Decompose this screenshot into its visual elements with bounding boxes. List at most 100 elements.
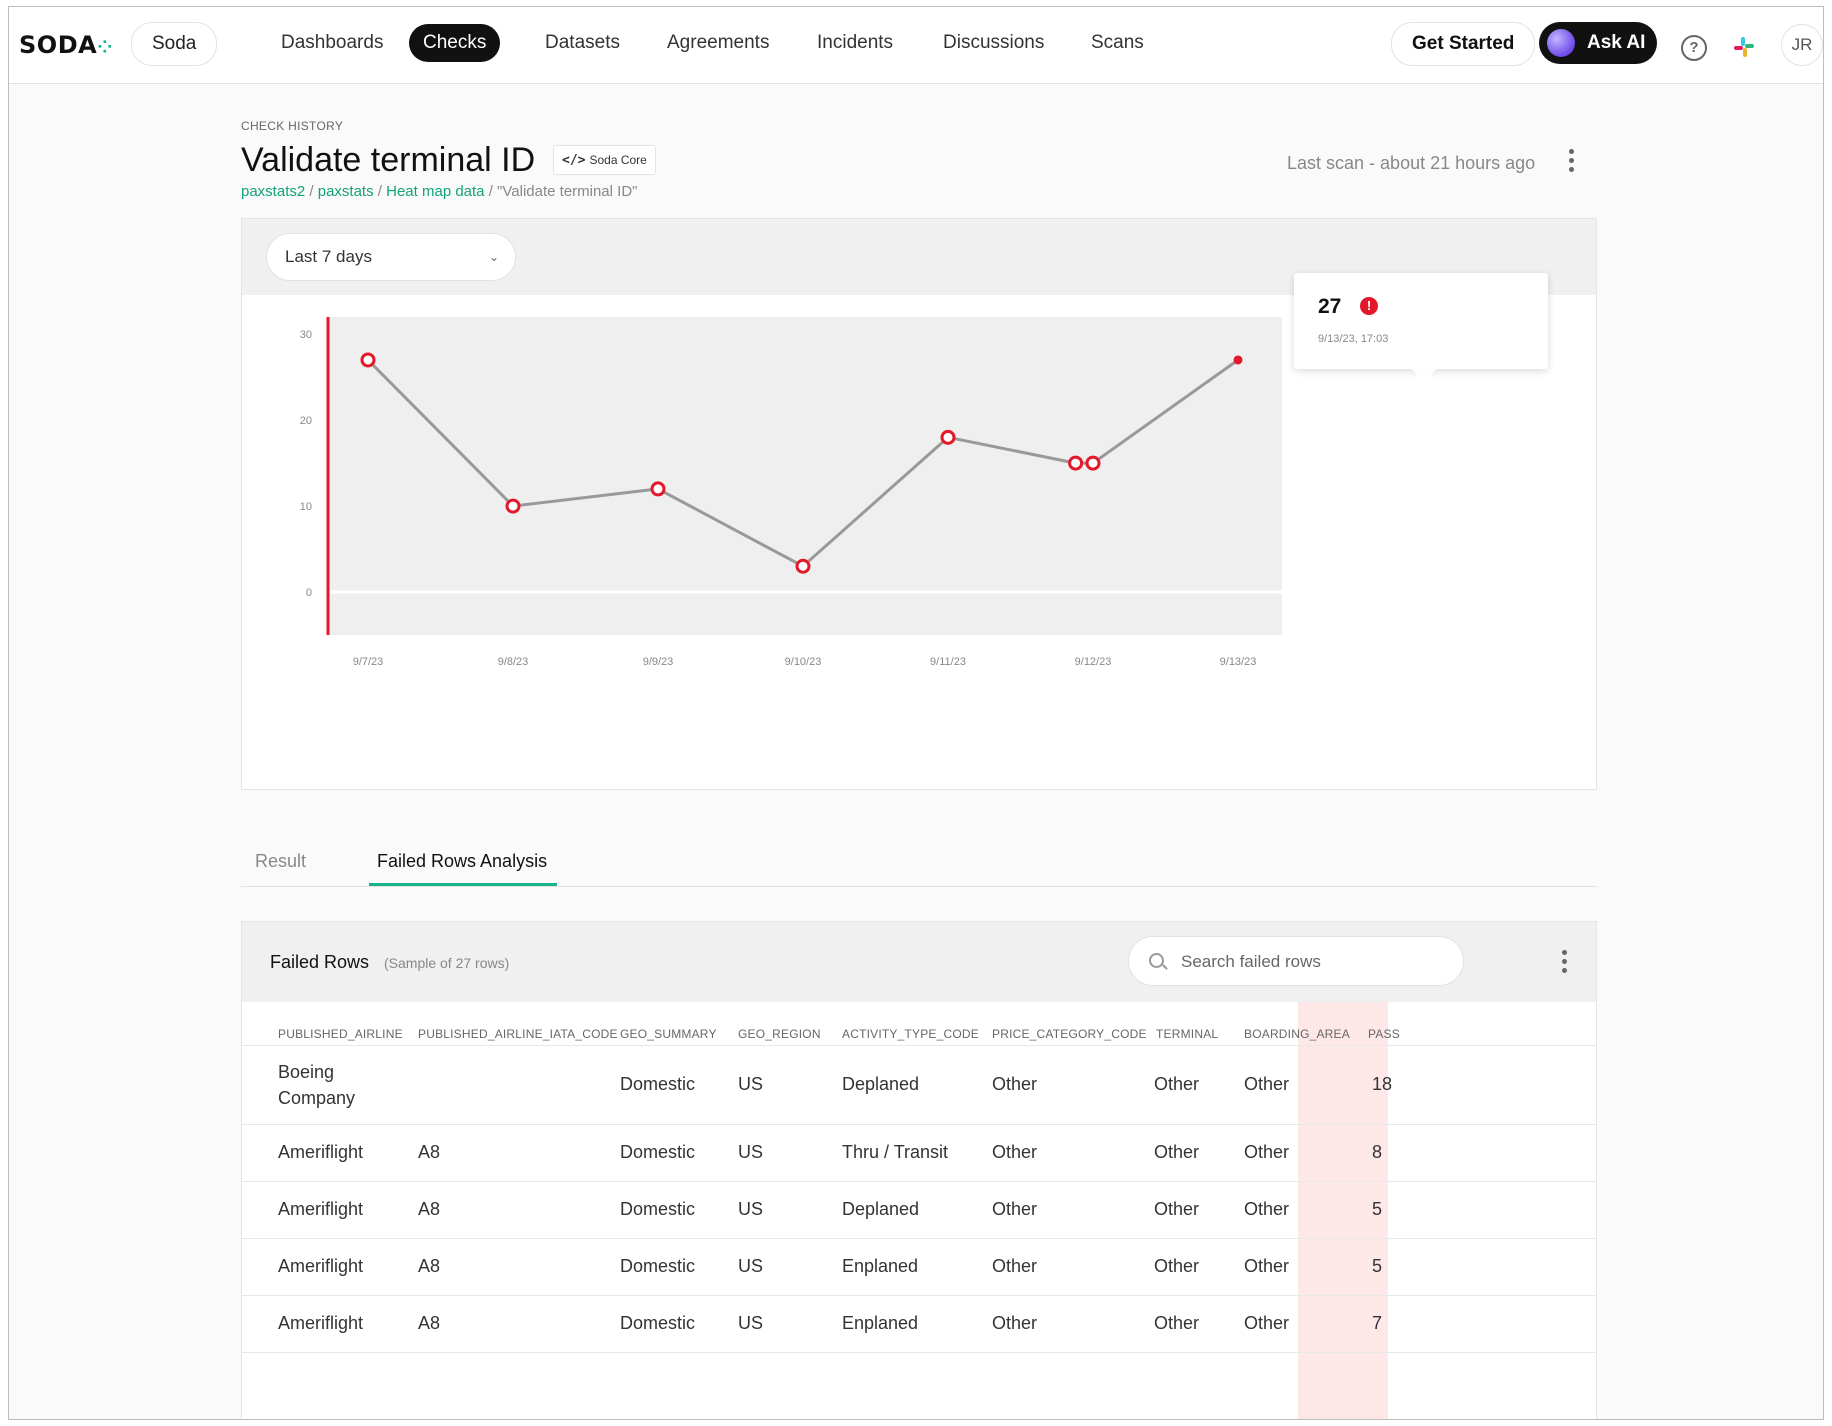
failed-rows-menu-icon[interactable] xyxy=(1562,950,1568,976)
alert-icon: ! xyxy=(1360,297,1378,315)
column-header-geo-summary[interactable]: GEO_SUMMARY xyxy=(620,1027,717,1041)
row-divider xyxy=(242,1352,1596,1353)
page-menu-icon[interactable] xyxy=(1569,149,1575,175)
data-point[interactable] xyxy=(360,352,376,368)
table-cell-geo-region: US xyxy=(738,1141,764,1162)
get-started-button[interactable]: Get Started xyxy=(1391,22,1536,66)
column-header-price-category[interactable]: PRICE_CATEGORY_CODE xyxy=(992,1027,1147,1041)
date-range-select[interactable]: Last 7 days ⌄ xyxy=(266,233,516,281)
x-tick-label: 9/13/23 xyxy=(1220,656,1257,668)
failed-rows-title: Failed Rows xyxy=(270,952,370,972)
search-input[interactable]: Search failed rows xyxy=(1181,952,1321,971)
table-cell-activity-type: Enplaned xyxy=(842,1312,919,1333)
user-avatar[interactable]: JR xyxy=(1781,24,1823,66)
table-cell-boarding-area: Other xyxy=(1244,1074,1290,1094)
data-point[interactable] xyxy=(1233,355,1243,365)
table-cell-price-category: Other xyxy=(992,1198,1038,1219)
row-divider xyxy=(242,1181,1596,1182)
table-cell-passenger-count: 5 xyxy=(1372,1255,1383,1276)
table-cell-geo-region: US xyxy=(738,1198,764,1219)
table-cell-boarding-area: Other xyxy=(1244,1141,1290,1162)
table-cell-geo-region: US xyxy=(738,1255,764,1276)
table-cell-passenger-count: 8 xyxy=(1372,1141,1383,1162)
column-header-boarding-area[interactable]: BOARDING_AREA xyxy=(1244,1027,1350,1041)
y-tick-label: 0 xyxy=(306,587,312,599)
nav-discussions[interactable]: Discussions xyxy=(943,32,1045,53)
nav-incidents[interactable]: Incidents xyxy=(817,32,894,53)
data-point[interactable] xyxy=(1068,455,1084,471)
nav-dashboards[interactable]: Dashboards xyxy=(281,32,384,53)
table-cell-terminal: Other xyxy=(1154,1255,1200,1276)
table-cell-published-airline: Ameriflight xyxy=(278,1141,364,1162)
breadcrumb-dataset[interactable]: Heat map data xyxy=(386,183,485,200)
slack-icon[interactable] xyxy=(1733,36,1755,58)
breadcrumb: paxstats2 / paxstats / Heat map data / "… xyxy=(241,183,638,200)
help-icon[interactable]: ? xyxy=(1681,35,1707,61)
table-cell-price-category: Other xyxy=(992,1255,1038,1276)
row-divider xyxy=(242,1238,1596,1239)
column-header-activity-type[interactable]: ACTIVITY_TYPE_CODE xyxy=(842,1027,979,1041)
plot-area xyxy=(328,317,1282,635)
y-tick-label: 10 xyxy=(300,501,312,513)
table-cell-geo-summary: Domestic xyxy=(620,1255,696,1276)
check-history-chart: 0 10 20 30 9/7/23 9/8/23 9/9/23 9/10/23 9/11/23… xyxy=(300,317,1282,668)
header-divider xyxy=(242,1045,1596,1046)
data-point[interactable] xyxy=(940,429,956,445)
top-nav: SODA⁘ Soda Dashboards Checks Datasets Ag… xyxy=(9,7,1823,84)
x-tick-label: 9/8/23 xyxy=(498,656,529,668)
breadcrumb-datasource[interactable]: paxstats2 xyxy=(241,183,306,200)
table-cell-geo-summary: Domestic xyxy=(620,1141,696,1162)
column-header-published-airline[interactable]: PUBLISHED_AIRLINE xyxy=(278,1027,403,1041)
table-cell-passenger-count: 7 xyxy=(1372,1312,1383,1333)
data-point[interactable] xyxy=(795,558,811,574)
tooltip-time: 9/13/23, 17:03 xyxy=(1318,333,1389,345)
x-tick-label: 9/7/23 xyxy=(353,656,384,668)
table-cell-price-category: Other xyxy=(992,1074,1038,1094)
org-switcher[interactable]: Soda xyxy=(131,22,218,66)
tooltip-value: 27 xyxy=(1318,295,1342,318)
table-cell-price-category: Other xyxy=(992,1141,1038,1162)
tab-divider xyxy=(241,886,1597,887)
ai-orb-icon xyxy=(1547,29,1575,57)
column-header-iata-code[interactable]: PUBLISHED_AIRLINE_IATA_CODE xyxy=(418,1027,618,1041)
table-cell-terminal: Other xyxy=(1154,1198,1200,1219)
table-cell-price-category: Other xyxy=(992,1312,1038,1333)
table-cell-published-airline: Ameriflight xyxy=(278,1198,364,1219)
last-scan-text: Last scan - about 21 hours ago xyxy=(1287,153,1536,173)
data-point[interactable] xyxy=(650,481,666,497)
table-cell-published-airline: Ameriflight xyxy=(278,1255,364,1276)
table-cell-passenger-count: 5 xyxy=(1372,1198,1383,1219)
nav-scans[interactable]: Scans xyxy=(1091,32,1144,53)
table-cell-geo-region: US xyxy=(738,1312,764,1333)
table-cell-published-airline: Boeing Company xyxy=(278,1062,356,1108)
column-header-terminal[interactable]: TERMINAL xyxy=(1156,1027,1219,1041)
breadcrumb-schema[interactable]: paxstats xyxy=(317,183,374,200)
table-cell-iata-code: A8 xyxy=(418,1255,441,1276)
logo-dots-icon: ⁘ xyxy=(97,37,113,58)
failed-rows-search[interactable]: Search failed rows xyxy=(1128,936,1464,986)
tab-failed-rows-analysis[interactable]: Failed Rows Analysis xyxy=(377,851,548,871)
app-window: SODA⁘ Soda Dashboards Checks Datasets Ag… xyxy=(8,6,1824,1420)
table-cell-activity-type: Deplaned xyxy=(842,1074,920,1094)
nav-datasets[interactable]: Datasets xyxy=(545,32,620,53)
nav-checks[interactable]: Checks xyxy=(409,24,501,62)
table-cell-iata-code: A8 xyxy=(418,1141,441,1162)
chart-tooltip: 27 ! 9/13/23, 17:03 xyxy=(1294,273,1548,381)
tab-result[interactable]: Result xyxy=(255,851,307,871)
soda-logo[interactable]: SODA⁘ xyxy=(19,31,113,59)
data-point[interactable] xyxy=(505,498,521,514)
source-tag: </> Soda Core xyxy=(553,145,656,175)
failed-rows-header: Failed Rows (Sample of 27 rows) Search f… xyxy=(242,922,1596,1002)
table-cell-boarding-area: Other xyxy=(1244,1312,1290,1333)
column-header-geo-region[interactable]: GEO_REGION xyxy=(738,1027,821,1041)
nav-agreements[interactable]: Agreements xyxy=(667,32,770,53)
row-divider xyxy=(242,1124,1596,1125)
ask-ai-button[interactable]: Ask AI xyxy=(1539,22,1657,64)
x-tick-label: 9/12/23 xyxy=(1075,656,1112,668)
table-cell-iata-code: A8 xyxy=(418,1312,441,1333)
column-header-passenger-count[interactable]: PASS xyxy=(1368,1027,1400,1041)
breadcrumb-check: "Validate terminal ID" xyxy=(497,183,638,200)
y-tick-label: 30 xyxy=(300,329,312,341)
data-point[interactable] xyxy=(1085,455,1101,471)
failed-rows-sample-count: (Sample of 27 rows) xyxy=(384,955,510,971)
